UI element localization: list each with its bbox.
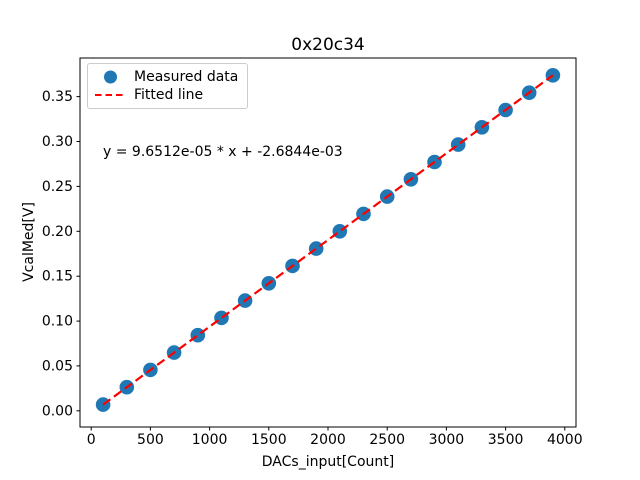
y-tick-label: 0.35 xyxy=(42,89,73,105)
legend-label-fitted-line: Fitted line xyxy=(134,87,204,103)
legend-item-measured-data: Measured data xyxy=(88,68,238,86)
scatter-marker-icon xyxy=(94,69,127,85)
axis-ticks: 0 500 1000 1500 2000 2500 3000 3500 4000 0.00 0.05… xyxy=(42,89,583,448)
fit-equation: y = 9.6512e-05 * x + -2.6844e-03 xyxy=(103,144,343,160)
y-tick-label: 0.20 xyxy=(42,224,73,240)
x-tick-label: 0 xyxy=(87,432,96,448)
y-axis-label: VcalMed[V] xyxy=(21,202,37,282)
x-tick-label: 2500 xyxy=(369,432,405,448)
x-tick-label: 3500 xyxy=(488,432,524,448)
y-tick-label: 0.25 xyxy=(42,179,73,195)
x-tick-label: 1500 xyxy=(251,432,287,448)
y-tick-label: 0.00 xyxy=(42,403,73,419)
dashed-line-icon xyxy=(94,87,127,103)
x-tick-label: 3000 xyxy=(429,432,465,448)
legend-label-measured-data: Measured data xyxy=(134,69,239,85)
chart-title: 0x20c34 xyxy=(291,35,365,55)
x-tick-label: 1000 xyxy=(192,432,228,448)
axes-border xyxy=(79,57,577,428)
data-point xyxy=(545,68,561,83)
x-tick-label: 4000 xyxy=(547,432,583,448)
x-tick-label: 500 xyxy=(137,432,164,448)
legend-item-fitted-line: Fitted line xyxy=(88,86,238,104)
y-tick-label: 0.15 xyxy=(42,269,73,285)
data-point xyxy=(95,397,111,412)
y-tick-label: 0.05 xyxy=(42,358,73,374)
y-tick-label: 0.30 xyxy=(42,134,73,150)
legend: Measured data Fitted line xyxy=(87,63,249,109)
fitted-line xyxy=(102,74,554,406)
plot-area xyxy=(95,68,561,412)
x-tick-label: 2000 xyxy=(310,432,346,448)
x-axis-label: DACs_input[Count] xyxy=(262,454,394,470)
y-tick-label: 0.10 xyxy=(42,314,73,330)
